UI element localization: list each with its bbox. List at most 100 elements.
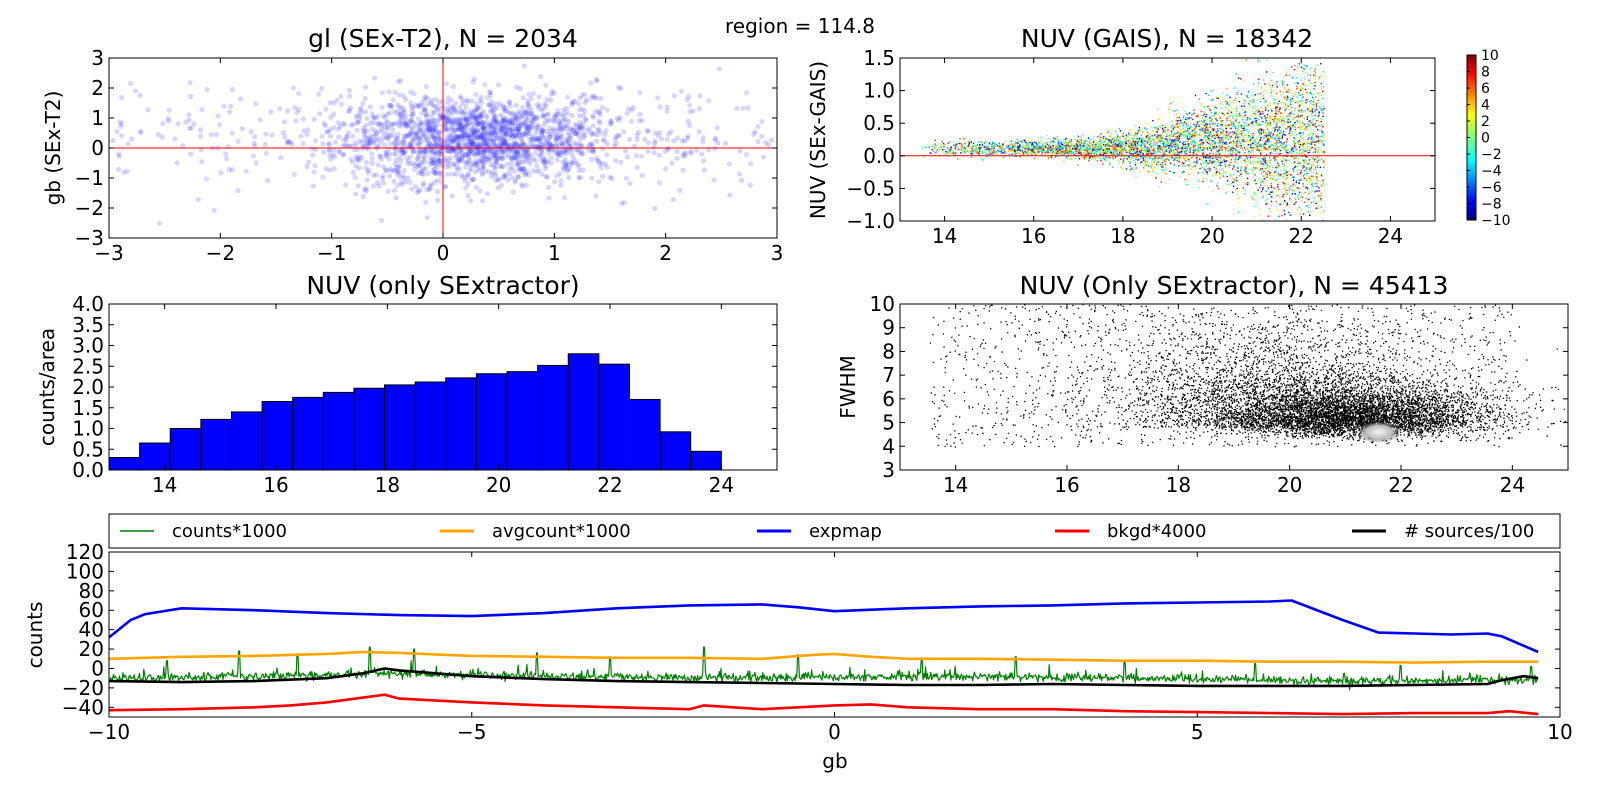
nuv-gais-point [1250,136,1252,138]
nuv-gais-point [1139,137,1141,139]
gl-point [145,107,151,113]
nuv-gais-point [1206,156,1208,158]
gl-point [554,173,560,179]
gl-point [188,151,194,157]
gl-point [426,126,433,132]
nuv-gais-point [1139,152,1141,155]
gl-point [481,153,487,159]
gl-point [322,123,328,129]
gl-point [481,138,487,144]
gl-point [454,152,460,158]
nuv-gais-point [1140,142,1142,145]
nuv-gais-point [1025,141,1027,144]
nuv-gais-point [1145,154,1148,156]
nuv-gais-point [1319,139,1322,141]
gl-point [637,111,643,117]
nuv-gais-point [1254,113,1256,115]
nuv-gais-point [1027,151,1029,154]
nuv-gais-point [1218,142,1220,145]
nuv-gais-point [1306,148,1308,150]
nuv-gais-point [1272,178,1274,180]
gl-point [513,116,519,122]
nuv-gais-point [1302,111,1304,113]
nuv-gais-point [1207,153,1209,156]
nuv-gais-point [1030,150,1032,152]
gl-point [458,93,464,99]
gl-point [493,154,499,160]
gl-y-axis-label: gb (SEx-T2) [41,91,65,206]
nuv-gais-point [1261,151,1263,153]
nuv-gais-point [1154,126,1156,129]
nuv-gais-point [1146,131,1148,133]
gl-point [711,177,717,183]
gl-point [402,120,408,126]
gl-point [468,162,474,168]
nuv-gais-point [1262,113,1264,115]
nuv-gais-point [1257,60,1259,62]
nuv-gais-point [1101,153,1104,155]
gl-point [384,168,390,174]
gl-point [566,136,572,142]
nuv-gais-point [1298,111,1300,113]
nuv-gais-point [1254,174,1256,176]
nuv-gais-point [1205,126,1207,128]
nuv-gais-point [1245,129,1247,131]
gl-point [566,140,572,146]
nuv-gais-point [1225,136,1227,138]
nuv-gais-point [1269,127,1271,129]
nuv-gais-point [1212,98,1214,100]
nuv-gais-point [1232,136,1235,139]
nuv-gais-point [1170,126,1173,129]
nuv-gais-point [1292,92,1294,95]
nuv-gais-point [1007,149,1010,151]
gl-point [548,155,554,161]
nuv-gais-point [1128,132,1130,135]
nuv-gais-point [1133,135,1135,137]
nuv-gais-point [1223,172,1225,174]
nuv-gais-point [1086,156,1088,158]
nuv-gais-point [1068,146,1071,148]
nuv-gais-point [1073,148,1075,150]
nuv-gais-point [1253,105,1256,107]
gl-point [449,138,455,145]
nuv-gais-point [1261,172,1263,174]
nuv-gais-point [1265,140,1267,142]
gl-point [427,130,433,136]
nuv-gais-point [1145,151,1147,154]
gl-point [524,146,530,152]
nuv-gais-point [1183,129,1185,131]
gl-point [374,120,380,126]
gl-point [354,127,360,133]
gl-point [506,110,512,116]
gl-point [369,111,375,117]
nuv-gais-point [956,143,959,145]
nuv-gais-point [1292,168,1294,170]
nuv-gais-point [1054,141,1056,144]
nuv-gais-point [1174,149,1176,152]
gl-point [336,134,342,140]
gl-point [466,135,472,141]
nuv-gais-point [1051,150,1054,152]
nuv-gais-point [1115,138,1117,140]
nuv-gais-point [1317,102,1319,104]
gl-point [424,121,430,127]
gl-point [414,155,420,162]
nuv-gais-point [1282,143,1284,145]
gl-point [331,147,337,153]
nuv-gais-point [1296,81,1298,83]
gl-point [613,136,619,142]
gl-point [497,112,503,118]
nuv-gais-point [1247,141,1249,143]
nuv-gais-point [1264,199,1266,202]
gl-point [515,160,521,166]
gl-point [557,111,563,117]
gl-point [488,155,494,161]
nuv-gais-point [1187,133,1189,135]
gl-point [631,143,638,149]
gl-point [571,140,578,146]
nuv-gais-point [1277,151,1279,153]
gl-point [519,152,525,158]
nuv-gais-point [1291,150,1294,152]
gl-point [301,128,307,134]
gl-point [665,146,671,152]
